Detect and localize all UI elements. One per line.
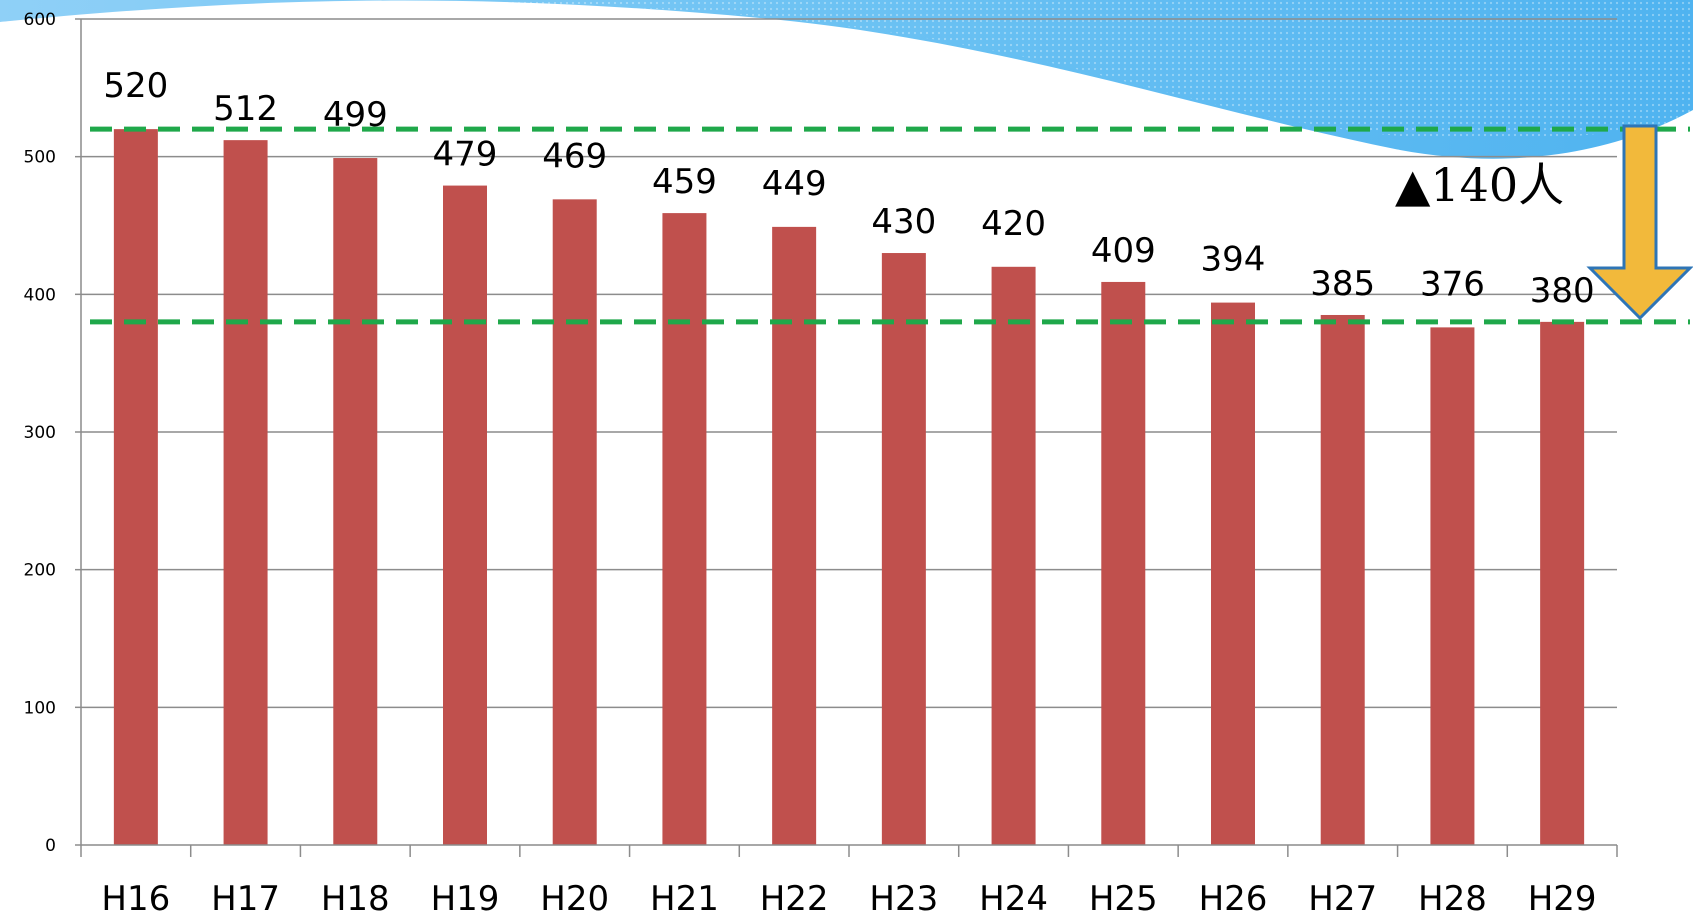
bar <box>1320 314 1365 845</box>
data-label: 430 <box>871 202 936 242</box>
x-tick-label: H28 <box>1418 879 1487 918</box>
background-wave <box>0 0 1693 159</box>
x-tick-label: H21 <box>650 879 719 918</box>
y-axis-ticks: 0 100 200 300 400 500 600 <box>24 10 56 856</box>
bars <box>113 129 1585 846</box>
x-tick-label: H17 <box>211 879 280 918</box>
bar <box>881 253 926 846</box>
bar <box>991 266 1036 845</box>
bar <box>113 129 158 846</box>
wave-shape-light <box>0 5 700 30</box>
y-tick-label: 500 <box>24 148 56 168</box>
x-tick-label: H16 <box>101 879 170 918</box>
decrease-annotation: ▲140人 <box>1395 158 1564 212</box>
x-tick-label: H22 <box>760 879 829 918</box>
bar <box>443 185 487 845</box>
bar <box>333 158 378 845</box>
bar <box>662 213 707 846</box>
data-label: 479 <box>433 135 498 175</box>
y-tick-label: 100 <box>24 698 56 718</box>
bar <box>223 140 268 845</box>
bar <box>1101 281 1146 845</box>
data-label: 449 <box>762 164 827 204</box>
data-label: 380 <box>1530 271 1595 311</box>
y-tick-label: 600 <box>24 10 56 30</box>
x-tick-label: H19 <box>431 879 500 918</box>
data-label: 409 <box>1091 231 1156 271</box>
data-label: 376 <box>1420 264 1485 304</box>
data-label: 420 <box>981 204 1046 244</box>
axes <box>75 18 1618 857</box>
wave-shape-dotted <box>420 0 1693 140</box>
data-label: 520 <box>103 66 168 106</box>
x-tick-label: H24 <box>979 879 1048 918</box>
y-tick-label: 0 <box>45 836 56 856</box>
x-tick-label: H25 <box>1089 879 1158 918</box>
y-tick-label: 400 <box>24 285 56 305</box>
bar <box>552 199 597 846</box>
x-axis-labels: H16 H17 H18 H19 H20 H21 H22 H23 H24 H25 H26 H27 H28 H… <box>101 879 1596 918</box>
y-tick-label: 200 <box>24 561 56 581</box>
bar <box>1430 327 1475 846</box>
x-tick-label: H26 <box>1199 879 1268 918</box>
x-tick-label: H20 <box>540 879 609 918</box>
x-tick-label: H23 <box>869 879 938 918</box>
y-tick-label: 300 <box>24 423 56 443</box>
x-tick-label: H18 <box>321 879 390 918</box>
decrease-arrow <box>1586 124 1693 321</box>
reference-lines <box>90 126 1690 325</box>
bar <box>1211 302 1255 845</box>
data-label: 385 <box>1310 264 1375 304</box>
data-label: 469 <box>542 136 607 176</box>
bar <box>772 226 817 846</box>
x-tick-label: H29 <box>1528 879 1597 918</box>
bar <box>1540 321 1585 845</box>
down-arrow-icon <box>1586 124 1693 321</box>
data-label: 512 <box>213 89 278 129</box>
x-tick-label: H27 <box>1308 879 1377 918</box>
data-label: 459 <box>652 162 717 202</box>
data-label: 394 <box>1201 240 1266 280</box>
